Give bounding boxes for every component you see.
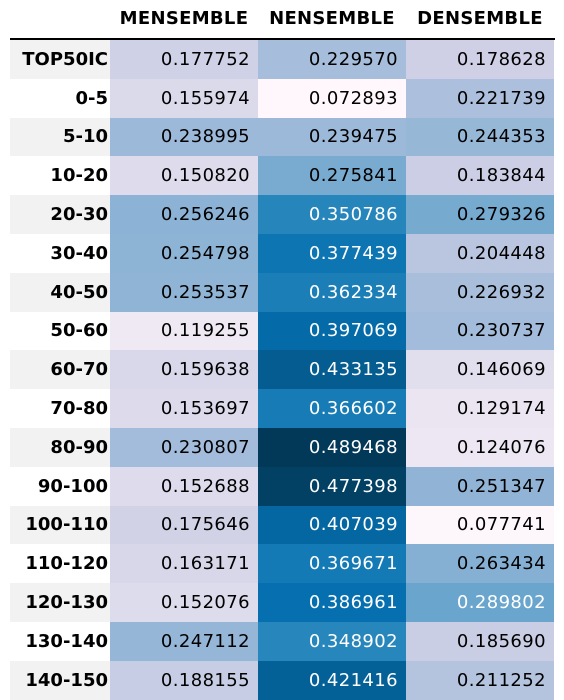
heatmap-cell-nensemble: 0.489468: [258, 427, 406, 467]
heatmap-cell-densemble: 0.204448: [406, 233, 554, 273]
row-label: 60-70: [10, 350, 110, 390]
heatmap-cell-mensemble: 0.247112: [110, 621, 258, 661]
heatmap-cell-nensemble: 0.072893: [258, 78, 406, 118]
heatmap-cell-mensemble: 0.256246: [110, 195, 258, 234]
row-label: 120-130: [10, 583, 110, 622]
heatmap-cell-densemble: 0.279326: [406, 195, 554, 234]
row-label: 110-120: [10, 544, 110, 584]
heatmap-body: TOP50IC 0.177752 0.229570 0.178628 0-5 0.1559…: [10, 40, 555, 700]
row-label: 70-80: [10, 389, 110, 428]
heatmap-cell-mensemble: 0.238995: [110, 117, 258, 157]
row-label: 20-30: [10, 195, 110, 234]
heatmap-cell-densemble: 0.289802: [406, 583, 554, 622]
heatmap-cell-nensemble: 0.421416: [258, 660, 406, 700]
heatmap-cell-nensemble: 0.386961: [258, 583, 406, 622]
row-label: 40-50: [10, 272, 110, 312]
heatmap-row: 130-140 0.247112 0.348902 0.185690: [10, 621, 555, 661]
heatmap-row: 120-130 0.152076 0.386961 0.289802: [10, 583, 555, 622]
heatmap-cell-nensemble: 0.377439: [258, 233, 406, 273]
heatmap-cell-mensemble: 0.159638: [110, 350, 258, 390]
heatmap-row: 60-70 0.159638 0.433135 0.146069: [10, 350, 555, 390]
heatmap-row: 140-150 0.188155 0.421416 0.211252: [10, 660, 555, 700]
heatmap-cell-mensemble: 0.254798: [110, 233, 258, 273]
row-label: 5-10: [10, 117, 110, 157]
row-label: 100-110: [10, 505, 110, 545]
heatmap-table: MENSEMBLE NENSEMBLE DENSEMBLE TOP50IC 0.1…: [10, 0, 555, 700]
heatmap-cell-nensemble: 0.229570: [258, 40, 406, 79]
heatmap-cell-densemble: 0.230737: [406, 311, 554, 351]
column-header-nensemble: NENSEMBLE: [269, 8, 395, 29]
heatmap-cell-nensemble: 0.362334: [258, 272, 406, 312]
row-label: 50-60: [10, 311, 110, 351]
heatmap-cell-mensemble: 0.163171: [110, 544, 258, 584]
heatmap-cell-densemble: 0.185690: [406, 621, 554, 661]
heatmap-cell-mensemble: 0.230807: [110, 427, 258, 467]
heatmap-cell-densemble: 0.263434: [406, 544, 554, 584]
heatmap-cell-densemble: 0.178628: [406, 40, 554, 79]
heatmap-cell-mensemble: 0.152688: [110, 466, 258, 506]
heatmap-row: 20-30 0.256246 0.350786 0.279326: [10, 195, 555, 234]
heatmap-cell-densemble: 0.244353: [406, 117, 554, 157]
heatmap-row: 0-5 0.155974 0.072893 0.221739: [10, 78, 555, 118]
heatmap-cell-nensemble: 0.407039: [258, 505, 406, 545]
heatmap-row: 10-20 0.150820 0.275841 0.183844: [10, 156, 555, 196]
heatmap-cell-mensemble: 0.150820: [110, 156, 258, 196]
column-header-densemble: DENSEMBLE: [417, 8, 543, 29]
row-label: 30-40: [10, 233, 110, 273]
heatmap-cell-nensemble: 0.348902: [258, 621, 406, 661]
heatmap-cell-densemble: 0.226932: [406, 272, 554, 312]
heatmap-row: 100-110 0.175646 0.407039 0.077741: [10, 505, 555, 545]
heatmap-cell-nensemble: 0.369671: [258, 544, 406, 584]
heatmap-cell-mensemble: 0.152076: [110, 583, 258, 622]
heatmap-row: 80-90 0.230807 0.489468 0.124076: [10, 427, 555, 467]
heatmap-cell-densemble: 0.129174: [406, 389, 554, 428]
column-header-mensemble: MENSEMBLE: [119, 8, 249, 29]
heatmap-cell-densemble: 0.251347: [406, 466, 554, 506]
heatmap-row: 30-40 0.254798 0.377439 0.204448: [10, 233, 555, 273]
heatmap-row: 50-60 0.119255 0.397069 0.230737: [10, 311, 555, 351]
heatmap-cell-nensemble: 0.433135: [258, 350, 406, 390]
heatmap-cell-nensemble: 0.275841: [258, 156, 406, 196]
heatmap-cell-nensemble: 0.239475: [258, 117, 406, 157]
row-label: 140-150: [10, 660, 110, 700]
row-label: 0-5: [10, 78, 110, 118]
heatmap-row: 90-100 0.152688 0.477398 0.251347: [10, 466, 555, 506]
heatmap-cell-nensemble: 0.350786: [258, 195, 406, 234]
heatmap-cell-nensemble: 0.477398: [258, 466, 406, 506]
heatmap-row: 70-80 0.153697 0.366602 0.129174: [10, 389, 555, 428]
heatmap-row: 40-50 0.253537 0.362334 0.226932: [10, 272, 555, 312]
heatmap-cell-nensemble: 0.397069: [258, 311, 406, 351]
header-row: MENSEMBLE NENSEMBLE DENSEMBLE: [10, 0, 555, 40]
heatmap-cell-densemble: 0.221739: [406, 78, 554, 118]
row-label: 90-100: [10, 466, 110, 506]
row-label: 130-140: [10, 621, 110, 661]
heatmap-cell-densemble: 0.124076: [406, 427, 554, 467]
heatmap-cell-densemble: 0.077741: [406, 505, 554, 545]
heatmap-cell-densemble: 0.211252: [406, 660, 554, 700]
heatmap-row: TOP50IC 0.177752 0.229570 0.178628: [10, 40, 555, 79]
heatmap-row: 5-10 0.238995 0.239475 0.244353: [10, 117, 555, 157]
row-label: 10-20: [10, 156, 110, 196]
heatmap-cell-mensemble: 0.153697: [110, 389, 258, 428]
heatmap-cell-densemble: 0.146069: [406, 350, 554, 390]
heatmap-cell-mensemble: 0.119255: [110, 311, 258, 351]
row-label: 80-90: [10, 427, 110, 467]
row-label: TOP50IC: [10, 40, 110, 79]
heatmap-cell-mensemble: 0.188155: [110, 660, 258, 700]
heatmap-cell-mensemble: 0.175646: [110, 505, 258, 545]
heatmap-cell-mensemble: 0.155974: [110, 78, 258, 118]
heatmap-cell-nensemble: 0.366602: [258, 389, 406, 428]
heatmap-cell-densemble: 0.183844: [406, 156, 554, 196]
heatmap-cell-mensemble: 0.177752: [110, 40, 258, 79]
heatmap-cell-mensemble: 0.253537: [110, 272, 258, 312]
heatmap-row: 110-120 0.163171 0.369671 0.263434: [10, 544, 555, 584]
